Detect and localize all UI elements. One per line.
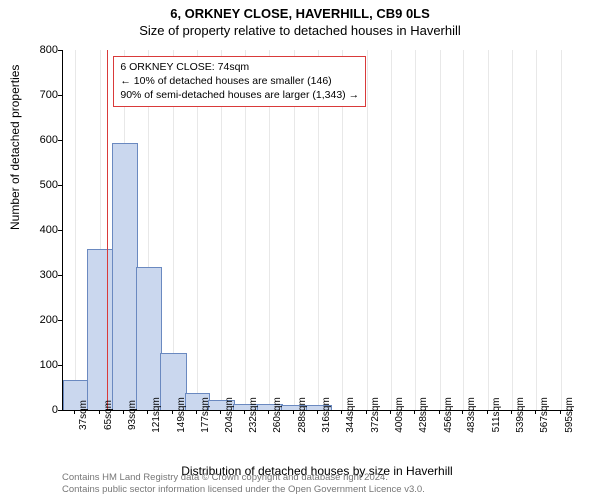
footer-line2: Contains public sector information licen… [62, 484, 425, 496]
x-tick-label: 344sqm [345, 397, 356, 433]
x-tick-mark [341, 410, 342, 414]
x-tick-label: 232sqm [248, 397, 259, 433]
x-tick-mark [74, 410, 75, 414]
page-subtitle: Size of property relative to detached ho… [0, 23, 600, 38]
gridline-v [415, 50, 416, 410]
x-tick-label: 428sqm [418, 397, 429, 433]
gridline-v [463, 50, 464, 410]
x-tick-label: 260sqm [272, 397, 283, 433]
gridline-v [440, 50, 441, 410]
infobox-line1: 6 ORKNEY CLOSE: 74sqm [120, 60, 359, 74]
y-tick-mark [58, 320, 62, 321]
y-tick-label: 600 [28, 134, 58, 146]
gridline-v [536, 50, 537, 410]
gridline-v [512, 50, 513, 410]
y-tick-label: 300 [28, 269, 58, 281]
x-tick-mark [390, 410, 391, 414]
x-tick-mark [414, 410, 415, 414]
y-tick-mark [58, 410, 62, 411]
x-tick-label: 400sqm [394, 397, 405, 433]
page-title: 6, ORKNEY CLOSE, HAVERHILL, CB9 0LS [0, 0, 600, 21]
x-tick-label: 316sqm [321, 397, 332, 433]
infobox-line3: 90% of semi-detached houses are larger (… [120, 88, 359, 102]
y-tick-mark [58, 275, 62, 276]
y-tick-mark [58, 230, 62, 231]
x-tick-mark [439, 410, 440, 414]
x-tick-mark [123, 410, 124, 414]
property-size-line [107, 50, 108, 410]
y-tick-label: 0 [28, 404, 58, 416]
y-tick-label: 400 [28, 224, 58, 236]
x-tick-label: 204sqm [224, 397, 235, 433]
x-tick-mark [560, 410, 561, 414]
x-tick-label: 93sqm [127, 400, 138, 430]
x-tick-label: 567sqm [539, 397, 550, 433]
histogram-bar [87, 249, 113, 410]
x-tick-mark [487, 410, 488, 414]
gridline-v [488, 50, 489, 410]
y-tick-mark [58, 140, 62, 141]
x-tick-label: 539sqm [515, 397, 526, 433]
histogram-plot: 6 ORKNEY CLOSE: 74sqm← 10% of detached h… [62, 50, 573, 411]
x-tick-mark [462, 410, 463, 414]
y-tick-label: 700 [28, 89, 58, 101]
gridline-v [75, 50, 76, 410]
infobox-line2: ← 10% of detached houses are smaller (14… [120, 74, 359, 88]
x-tick-mark [317, 410, 318, 414]
x-tick-mark [147, 410, 148, 414]
y-tick-mark [58, 95, 62, 96]
y-tick-mark [58, 365, 62, 366]
y-tick-label: 100 [28, 359, 58, 371]
x-tick-label: 511sqm [491, 398, 502, 433]
x-tick-label: 149sqm [176, 397, 187, 433]
x-tick-mark [244, 410, 245, 414]
property-infobox: 6 ORKNEY CLOSE: 74sqm← 10% of detached h… [113, 56, 366, 107]
gridline-v [561, 50, 562, 410]
y-tick-mark [58, 50, 62, 51]
x-tick-label: 37sqm [78, 400, 89, 430]
x-tick-mark [535, 410, 536, 414]
y-axis-label: Number of detached properties [8, 65, 22, 230]
histogram-bar [112, 143, 138, 410]
x-tick-mark [268, 410, 269, 414]
x-tick-label: 65sqm [103, 400, 114, 430]
y-tick-mark [58, 185, 62, 186]
gridline-v [391, 50, 392, 410]
footer-attribution: Contains HM Land Registry data © Crown c… [62, 472, 425, 496]
x-tick-label: 456sqm [443, 397, 454, 433]
x-tick-label: 121sqm [151, 397, 162, 433]
chart-area: 6 ORKNEY CLOSE: 74sqm← 10% of detached h… [62, 50, 572, 410]
y-tick-label: 800 [28, 44, 58, 56]
x-tick-mark [366, 410, 367, 414]
footer-line1: Contains HM Land Registry data © Crown c… [62, 472, 425, 484]
x-tick-label: 372sqm [370, 397, 381, 433]
histogram-bar [136, 267, 162, 410]
x-tick-mark [196, 410, 197, 414]
y-tick-label: 500 [28, 179, 58, 191]
x-tick-label: 483sqm [466, 397, 477, 433]
x-tick-mark [220, 410, 221, 414]
x-tick-mark [99, 410, 100, 414]
x-tick-label: 288sqm [297, 397, 308, 433]
x-tick-label: 595sqm [564, 397, 575, 433]
y-tick-label: 200 [28, 314, 58, 326]
x-tick-mark [293, 410, 294, 414]
gridline-v [367, 50, 368, 410]
x-tick-label: 177sqm [200, 397, 211, 433]
x-tick-mark [511, 410, 512, 414]
x-tick-mark [172, 410, 173, 414]
